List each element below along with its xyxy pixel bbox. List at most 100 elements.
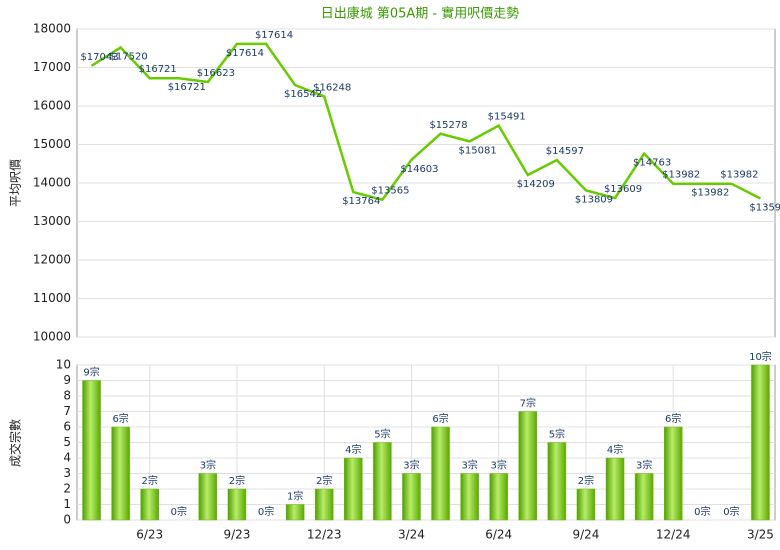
x-tick-label: 3/25 <box>747 528 774 542</box>
y-tick-label: 5 <box>63 435 71 449</box>
y-tick-label: 4 <box>63 451 71 465</box>
data-label: 0宗 <box>723 505 739 518</box>
data-label: $17043 <box>80 52 118 63</box>
bar <box>285 504 305 521</box>
line <box>90 42 762 202</box>
data-label: $13609 <box>604 184 642 195</box>
data-label: 4宗 <box>607 443 623 456</box>
bar <box>663 426 683 521</box>
bar <box>227 488 247 521</box>
y-tick-label: 11000 <box>33 291 71 305</box>
data-label: $13982 <box>720 170 758 181</box>
x-tick-label: 3/24 <box>398 528 425 542</box>
bar <box>605 457 625 521</box>
bar <box>82 380 101 521</box>
bar <box>314 488 334 521</box>
data-label: 9宗 <box>83 366 99 379</box>
y-tick-label: 9 <box>63 373 71 387</box>
data-label: 3宗 <box>461 459 477 472</box>
data-label: 2宗 <box>578 474 594 487</box>
data-label: $15491 <box>488 112 526 123</box>
y-tick-label: 2 <box>63 482 71 496</box>
bar <box>344 457 363 521</box>
data-label: $14763 <box>633 158 671 169</box>
data-label: 3宗 <box>200 459 216 472</box>
data-label: $15081 <box>459 145 497 156</box>
y-tick-label: 15000 <box>33 137 71 151</box>
x-tick-label: 9/24 <box>572 528 599 542</box>
data-label: 5宗 <box>374 428 390 441</box>
chart-title: 日出康城 第05A期 - 實用呎價走勢 <box>321 6 520 22</box>
y-axis-label: 平均呎價 <box>9 159 23 207</box>
bar <box>140 488 159 521</box>
data-label: $14603 <box>400 164 438 175</box>
y-tick-label: 16000 <box>33 99 71 113</box>
y-tick-label: 1 <box>63 497 71 511</box>
bar <box>460 473 479 521</box>
data-label: 6宗 <box>112 412 128 425</box>
data-label: $16721 <box>139 64 177 75</box>
bar <box>751 364 770 521</box>
data-label: 2宗 <box>316 474 332 487</box>
data-label: 0宗 <box>694 505 710 518</box>
y-tick-label: 17000 <box>33 60 71 74</box>
data-label: $13764 <box>342 196 380 207</box>
data-label: $13598 <box>749 202 780 213</box>
data-label: 4宗 <box>345 443 361 456</box>
data-label: $15278 <box>429 120 467 131</box>
x-tick-label: 12/24 <box>656 528 691 542</box>
y-axis-label: 成交宗數 <box>8 419 23 467</box>
data-label: $14209 <box>517 179 555 190</box>
data-label: $17520 <box>110 51 148 62</box>
y-tick-label: 8 <box>63 389 71 403</box>
x-tick-label: 9/23 <box>223 528 250 542</box>
y-tick-label: 7 <box>63 404 71 418</box>
x-tick-label: 6/24 <box>485 528 512 542</box>
data-label: 3宗 <box>636 459 652 472</box>
y-tick-label: 13000 <box>33 214 71 228</box>
data-label: $14597 <box>546 146 584 157</box>
y-tick-label: 10 <box>56 358 71 372</box>
y-tick-label: 10000 <box>33 330 71 344</box>
y-tick-label: 14000 <box>33 176 71 190</box>
data-label: $13565 <box>371 186 409 197</box>
data-label: $13809 <box>575 194 613 205</box>
bar <box>518 411 538 521</box>
bar <box>576 488 596 521</box>
x-tick-label: 6/23 <box>136 528 163 542</box>
data-label: 0宗 <box>258 505 274 518</box>
data-label: 3宗 <box>403 459 419 472</box>
data-label: $17614 <box>255 30 293 41</box>
bar <box>431 426 450 521</box>
bar <box>111 426 130 521</box>
data-label: 10宗 <box>749 350 772 363</box>
data-label: $16721 <box>168 82 206 93</box>
data-label: $16542 <box>284 89 322 100</box>
data-label: $16248 <box>313 82 351 93</box>
data-label: 2宗 <box>142 474 158 487</box>
data-label: 6宗 <box>665 412 681 425</box>
data-label: $13982 <box>691 188 729 199</box>
data-label: 5宗 <box>549 428 565 441</box>
data-label: 7宗 <box>520 397 536 410</box>
y-tick-label: 3 <box>63 466 71 480</box>
data-label: 2宗 <box>229 474 245 487</box>
y-tick-label: 12000 <box>33 253 71 267</box>
data-label: $16623 <box>197 68 235 79</box>
x-tick-label: 12/23 <box>307 528 342 542</box>
data-label: 1宗 <box>287 490 303 503</box>
y-tick-label: 18000 <box>33 22 71 36</box>
bar <box>489 473 508 521</box>
data-label: 6宗 <box>432 412 448 425</box>
bar <box>634 473 654 521</box>
data-label: 3宗 <box>491 459 507 472</box>
bar <box>373 442 392 521</box>
data-label: $13982 <box>662 170 700 181</box>
data-label: 0宗 <box>171 505 187 518</box>
bar <box>547 442 567 521</box>
bar <box>402 473 421 521</box>
y-tick-label: 0 <box>63 513 71 527</box>
y-tick-label: 6 <box>63 420 71 434</box>
bar <box>198 473 218 521</box>
